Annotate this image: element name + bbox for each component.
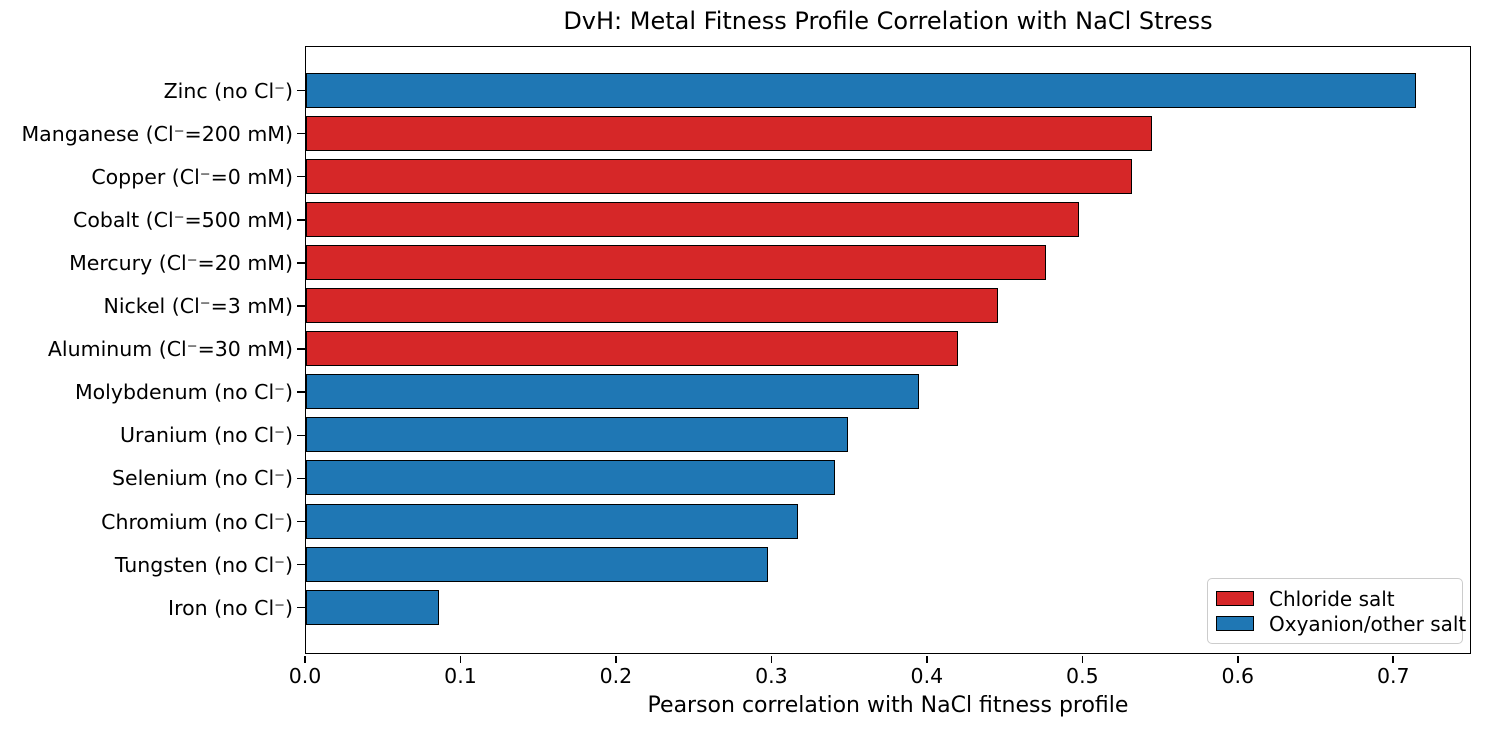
x-tick-mark <box>770 655 773 663</box>
x-tick-label: 0.5 <box>1066 664 1099 688</box>
plot-area <box>305 46 1471 654</box>
x-tick-label: 0.4 <box>910 664 944 688</box>
y-tick-label: Chromium (no Cl⁻) <box>101 509 293 534</box>
y-tick-mark <box>296 391 305 393</box>
legend-label: Chloride salt <box>1269 586 1395 611</box>
x-tick-mark <box>615 655 617 663</box>
x-tick-mark <box>926 655 928 663</box>
y-tick-label: Tungsten (no Cl⁻) <box>114 552 293 577</box>
y-tick-mark <box>296 477 305 480</box>
y-tick-mark <box>296 305 305 307</box>
oxyanion-salt-swatch-icon <box>1216 616 1254 631</box>
x-tick-label: 0.6 <box>1221 664 1255 688</box>
y-tick-label: Aluminum (Cl⁻=30 mM) <box>47 337 293 362</box>
y-tick-mark <box>296 132 305 135</box>
y-tick-mark <box>296 219 305 221</box>
legend: Chloride salt Oxyanion/other salt <box>1207 578 1466 644</box>
x-tick-mark <box>304 655 306 663</box>
bar-cobalt <box>306 201 1079 237</box>
y-tick-mark <box>296 348 305 350</box>
y-tick-label: Selenium (no Cl⁻) <box>112 466 293 491</box>
y-tick-label: Nickel (Cl⁻=3 mM) <box>103 294 294 318</box>
y-tick-mark <box>296 563 305 566</box>
y-tick-mark <box>296 89 305 92</box>
bar-chromium <box>306 503 798 539</box>
x-tick-mark <box>1237 655 1239 663</box>
x-tick-label: 0.1 <box>444 664 477 688</box>
bar-iron <box>306 589 440 625</box>
y-tick-label: Uranium (no Cl⁻) <box>119 423 293 448</box>
bar-aluminum <box>306 331 958 367</box>
x-tick-label: 0.7 <box>1376 664 1410 688</box>
y-tick-label: Molybdenum (no Cl⁻) <box>74 380 293 405</box>
x-tick-mark <box>1081 655 1084 663</box>
legend-label: Oxyanion/other salt <box>1269 611 1467 636</box>
x-tick-label: 0.3 <box>755 664 788 688</box>
y-tick-mark <box>296 434 305 437</box>
y-tick-label: Cobalt (Cl⁻=500 mM) <box>73 207 293 232</box>
x-tick-label: 0.2 <box>599 664 633 688</box>
bar-molybdenum <box>306 374 920 410</box>
x-axis-label: Pearson correlation with NaCl fitness pr… <box>647 693 1129 718</box>
bar-mercury <box>306 244 1047 280</box>
bar-tungsten <box>306 546 769 582</box>
bar-uranium <box>306 417 848 453</box>
y-tick-label: Manganese (Cl⁻=200 mM) <box>21 121 293 146</box>
x-tick-mark <box>1392 655 1395 663</box>
bar-zinc <box>306 72 1416 108</box>
bar-selenium <box>306 460 836 496</box>
chloride-salt-swatch-icon <box>1216 591 1254 606</box>
legend-entry-chloride: Chloride salt <box>1216 586 1453 611</box>
y-tick-label: Iron (no Cl⁻) <box>168 595 293 620</box>
y-tick-mark <box>296 175 305 178</box>
legend-entry-oxyanion: Oxyanion/other salt <box>1216 611 1466 636</box>
chart-title: DvH: Metal Fitness Profile Correlation w… <box>563 7 1213 35</box>
y-tick-label: Mercury (Cl⁻=20 mM) <box>69 250 293 275</box>
y-tick-mark <box>296 520 305 523</box>
y-tick-label: Zinc (no Cl⁻) <box>163 78 293 103</box>
x-tick-label: 0.0 <box>288 664 322 688</box>
y-tick-label: Copper (Cl⁻=0 mM) <box>91 164 293 189</box>
bar-manganese <box>306 115 1152 151</box>
bar-nickel <box>306 288 999 323</box>
y-tick-mark <box>296 606 305 609</box>
y-tick-mark <box>296 262 305 264</box>
x-tick-mark <box>459 655 462 663</box>
bar-copper <box>306 158 1132 194</box>
